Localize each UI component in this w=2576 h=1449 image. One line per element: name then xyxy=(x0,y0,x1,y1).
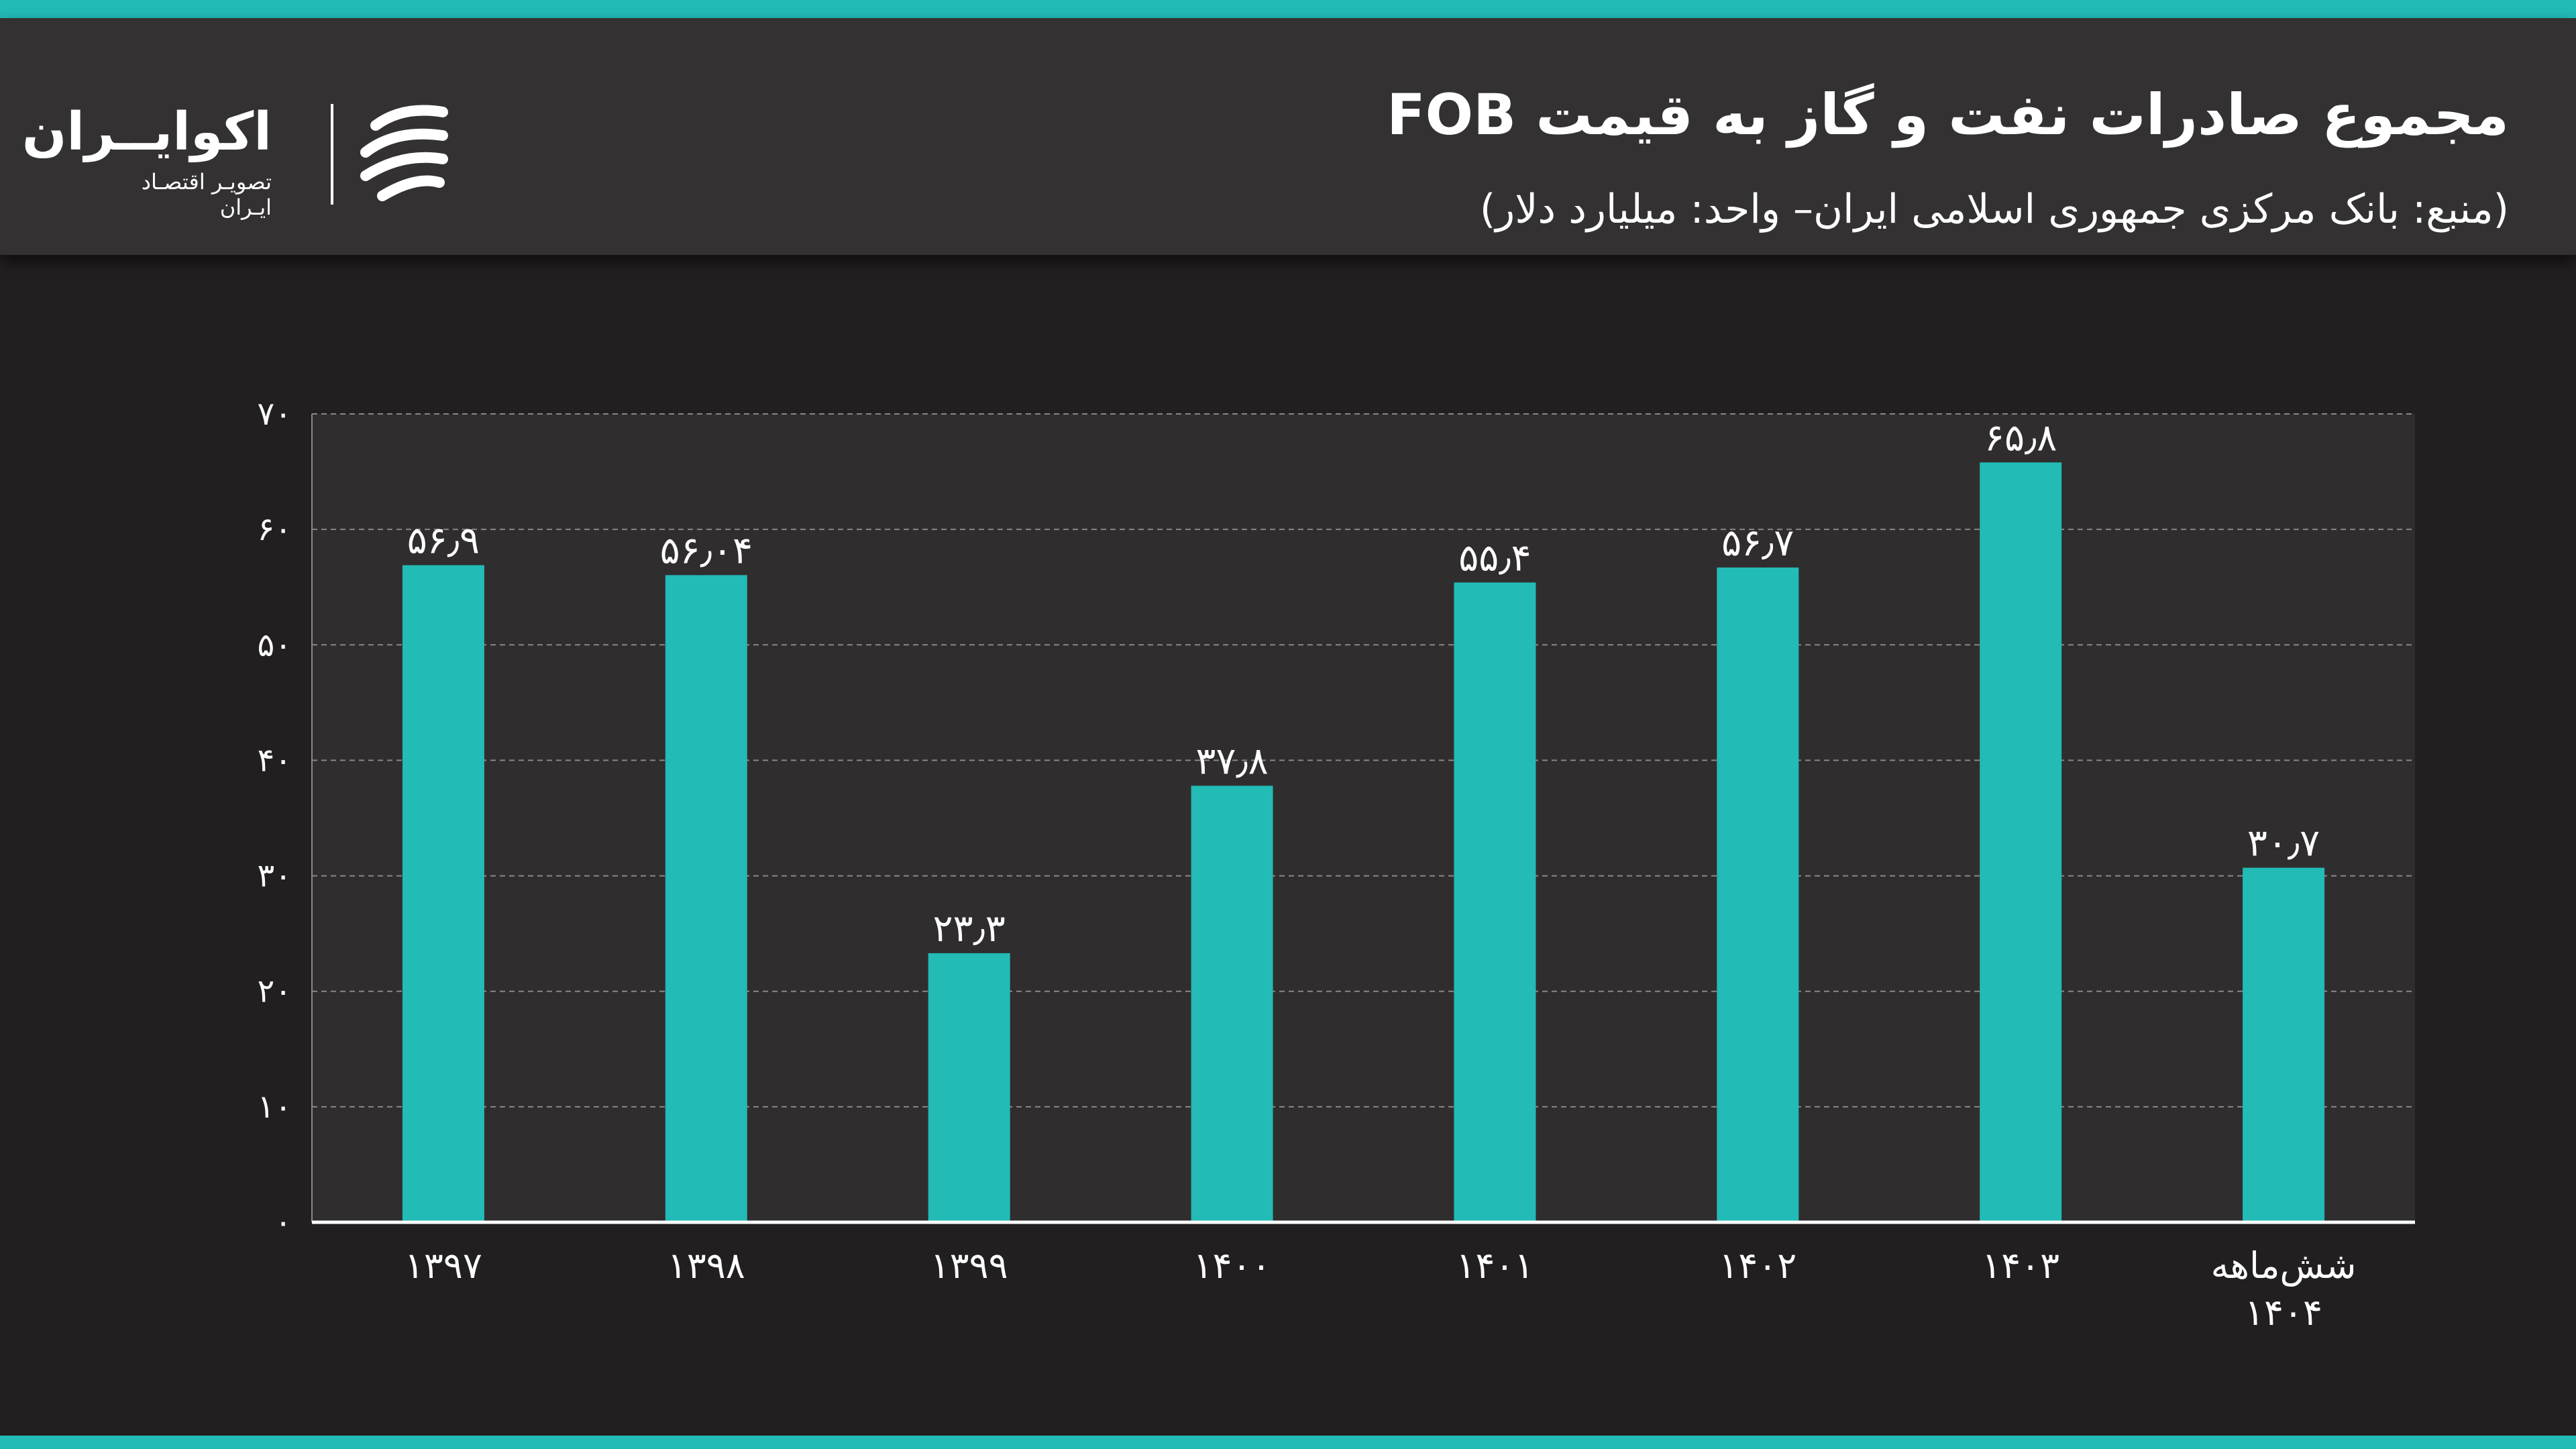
bar xyxy=(928,953,1010,1222)
logo-divider xyxy=(331,104,333,205)
header: مجموع صادرات نفت و گاز به قیمت FOB (منبع… xyxy=(0,18,2576,255)
x-tick-label: ۱۴۰۴ xyxy=(2245,1291,2322,1334)
bar xyxy=(1191,786,1273,1222)
data-label: ۳۰٫۷ xyxy=(2247,822,2320,865)
data-label: ۳۷٫۸ xyxy=(1195,739,1268,783)
chart-title: مجموع صادرات نفت و گاز به قیمت FOB xyxy=(1387,82,2509,148)
y-tick-label: ۷۰ xyxy=(257,395,292,433)
bar xyxy=(402,565,484,1222)
x-tick-label: ۱۴۰۲ xyxy=(1719,1244,1796,1287)
logo-mark-icon xyxy=(360,105,448,201)
logo-name: اکوایــران xyxy=(21,102,272,162)
data-label: ۵۵٫۴ xyxy=(1458,536,1531,580)
x-tick-label: ۱۳۹۸ xyxy=(667,1244,745,1287)
y-tick-label: ۱۰ xyxy=(257,1088,292,1126)
y-tick-label: ۲۰ xyxy=(257,973,292,1010)
chart-subtitle: (منبع: بانک مرکزی جمهوری اسلامی ایران– و… xyxy=(1479,186,2509,233)
plot-area xyxy=(312,414,2415,1222)
x-tick-label: ۱۴۰۰ xyxy=(1193,1244,1271,1287)
data-label: ۲۳٫۳ xyxy=(932,907,1005,951)
bar xyxy=(1717,567,1799,1222)
bar xyxy=(1454,582,1536,1222)
bar xyxy=(1980,462,2062,1222)
data-label: ۵۶٫۷ xyxy=(1721,521,1794,565)
top-accent-bar xyxy=(0,0,2576,18)
data-label: ۵۶٫۹ xyxy=(407,519,480,563)
y-tick-label: ۰ xyxy=(274,1203,292,1241)
y-tick-label: ۴۰ xyxy=(257,741,292,779)
data-label: ۵۶٫۰۴ xyxy=(660,529,753,572)
bottom-accent-bar xyxy=(0,1436,2576,1449)
data-label: ۶۵٫۸ xyxy=(1984,416,2057,460)
logo-tagline: تصویـر اقتصـاد ایـران xyxy=(141,169,272,220)
x-tick-label: ۱۴۰۳ xyxy=(1982,1244,2059,1287)
y-tick-label: ۵۰ xyxy=(257,626,292,663)
y-tick-label: ۶۰ xyxy=(257,511,292,548)
y-tick-label: ۳۰ xyxy=(257,857,292,895)
logo: اکوایــران تصویـر اقتصـاد ایـران xyxy=(21,99,466,220)
x-tick-label: ۱۳۹۹ xyxy=(930,1244,1008,1287)
bar xyxy=(665,575,747,1222)
x-tick-label: ۱۳۹۷ xyxy=(405,1244,482,1287)
x-tick-label: شش‌ماهه xyxy=(2211,1244,2357,1287)
bar xyxy=(2243,867,2325,1222)
x-tick-label: ۱۴۰۱ xyxy=(1456,1244,1534,1287)
